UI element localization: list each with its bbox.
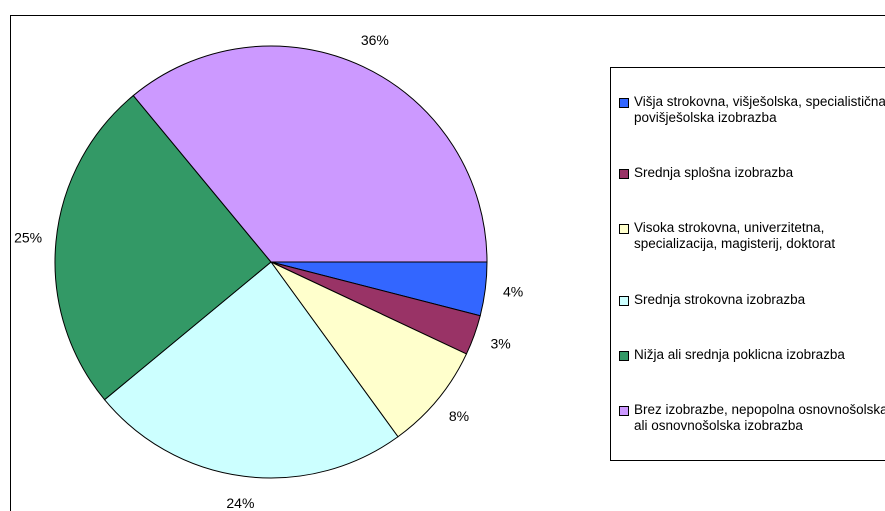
- legend-item: Srednja strokovna izobrazba: [611, 292, 885, 308]
- legend-item: Visoka strokovna, univerzitetna, special…: [611, 220, 885, 252]
- legend-label: Srednja splošna izobrazba: [634, 164, 794, 180]
- data-label: 24%: [226, 495, 254, 511]
- data-label: 8%: [449, 408, 469, 424]
- legend-label: Visoka strokovna, univerzitetna, special…: [634, 220, 836, 252]
- legend-swatch: [619, 406, 629, 417]
- pie-slice: [54, 94, 272, 401]
- legend-label: Nižja ali srednja poklicna izobrazba: [634, 346, 845, 362]
- pie-slice: [103, 261, 399, 479]
- legend-label: Srednja strokovna izobrazba: [634, 291, 806, 307]
- data-label: 3%: [490, 335, 510, 351]
- legend-swatch: [619, 350, 629, 361]
- legend: Višja strokovna, višješolska, specialist…: [610, 67, 885, 461]
- legend-swatch: [619, 97, 629, 108]
- data-label: 36%: [361, 32, 389, 48]
- data-label: 25%: [14, 230, 42, 246]
- legend-item: Srednja splošna izobrazba: [611, 165, 885, 181]
- legend-item: Višja strokovna, višješolska, specialist…: [611, 94, 885, 126]
- pie-slice: [132, 45, 488, 263]
- legend-item: Nižja ali srednja poklicna izobrazba: [611, 347, 885, 363]
- legend-swatch: [619, 295, 629, 306]
- chart-frame: [10, 15, 885, 511]
- legend-item: Brez izobrazbe, nepopolna osnovnošolska …: [611, 402, 885, 434]
- data-label: 4%: [503, 283, 523, 299]
- pie-slice: [270, 261, 468, 438]
- legend-label: Brez izobrazbe, nepopolna osnovnošolska …: [634, 402, 885, 434]
- legend-swatch: [619, 168, 629, 179]
- legend-label: Višja strokovna, višješolska, specialist…: [634, 93, 885, 125]
- legend-swatch: [619, 224, 629, 235]
